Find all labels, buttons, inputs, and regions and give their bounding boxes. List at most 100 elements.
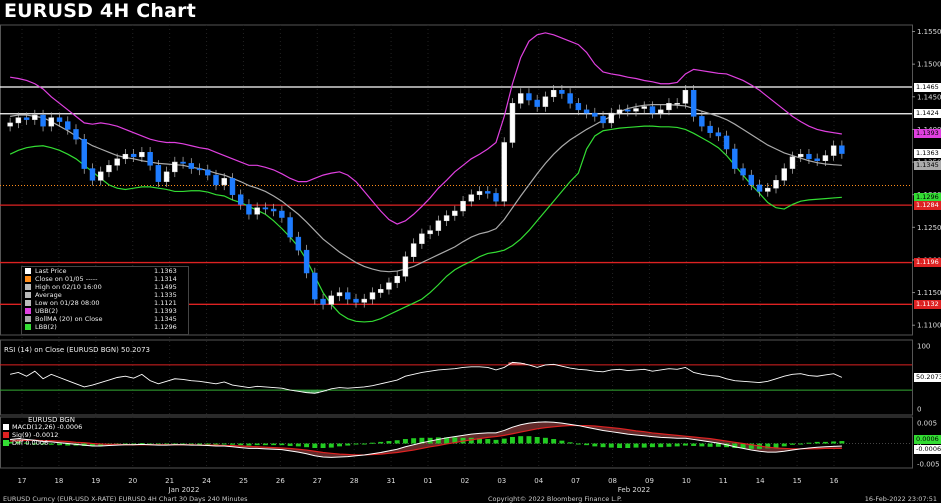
macd-histogram-bar — [790, 443, 795, 445]
x-tick-label: 28 — [350, 477, 359, 485]
macd-histogram-bar — [641, 443, 647, 448]
candle-up — [666, 103, 672, 111]
macd-histogram-bar — [15, 441, 21, 444]
candle-down — [295, 236, 302, 251]
price-tag: 1.1284 — [914, 200, 941, 210]
x-tick-label: 04 — [534, 477, 543, 485]
candle-up — [773, 180, 779, 189]
candle-up — [106, 165, 112, 173]
macd-histogram-bar — [542, 437, 548, 444]
y-tick-label: 1.1450 — [917, 93, 941, 101]
upper-band-line — [10, 32, 842, 225]
x-tick-label: 14 — [756, 477, 765, 485]
macd-histogram-bar — [806, 442, 812, 444]
candle-up — [369, 292, 376, 300]
x-tick-label: 19 — [91, 477, 100, 485]
candle-down — [592, 112, 598, 117]
candle-up — [7, 122, 13, 127]
macd-histogram-bar — [361, 443, 367, 445]
candle-down — [534, 99, 540, 107]
candle-up — [608, 112, 615, 124]
macd-histogram-bar — [617, 443, 622, 449]
macd-histogram-bar — [831, 441, 837, 444]
macd-histogram-bar — [230, 443, 235, 445]
candle-up — [674, 103, 680, 105]
price-tag: 1.1132 — [914, 299, 941, 309]
macd-histogram-bar — [435, 437, 441, 444]
macd-histogram-bar — [90, 443, 95, 446]
macd-histogram-bar — [592, 443, 598, 447]
legend-item: Close on 01/05 ----- 1.1314 — [22, 275, 188, 283]
candle-up — [509, 103, 516, 143]
macd-histogram-bar — [337, 443, 342, 447]
candle-down — [493, 193, 499, 202]
macd-histogram-bar — [814, 441, 820, 444]
candle-up — [15, 117, 22, 124]
rsi-label: RSI (14) on Close (EURUSD BGN) 50.2073 — [4, 346, 150, 354]
candle-down — [345, 292, 351, 300]
candle-up — [139, 152, 145, 158]
macd-histogram-bar — [419, 437, 425, 444]
macd-histogram-bar — [773, 443, 779, 448]
macd-histogram-bar — [328, 443, 334, 448]
macd-histogram-bar — [254, 443, 260, 446]
candle-down — [320, 298, 326, 305]
macd-histogram-bar — [370, 442, 375, 444]
x-tick-label: 25 — [239, 477, 248, 485]
candle-up — [468, 194, 475, 202]
legend-swatch — [25, 268, 31, 274]
macd-legend-swatch — [3, 424, 9, 430]
signal-line — [10, 424, 842, 456]
candle-up — [641, 106, 647, 109]
legend-item: BollMA (20) on Close 1.1345 — [22, 315, 188, 323]
candle-down — [485, 191, 491, 194]
x-tick-label: 09 — [645, 477, 654, 485]
legend-value: 1.1335 — [154, 291, 177, 299]
candle-up — [48, 117, 55, 127]
legend-item: LBB(2) 1.1296 — [22, 323, 188, 331]
y-tick-label: 1.1500 — [917, 61, 941, 69]
macd-histogram-bar — [682, 443, 688, 446]
candle-down — [649, 106, 656, 114]
price-tag: 1.1393 — [914, 129, 941, 139]
candle-down — [756, 184, 763, 192]
candle-down — [65, 121, 71, 130]
price-tag: 1.1345 — [914, 160, 941, 170]
x-group-label: Feb 2022 — [618, 486, 650, 494]
macd-histogram-bar — [48, 443, 54, 445]
legend-item: Last Price 1.1363 — [22, 267, 188, 275]
macd-histogram-bar — [386, 441, 392, 444]
legend-value: 1.1121 — [154, 299, 177, 307]
macd-histogram-bar — [164, 443, 170, 445]
x-tick-label: 24 — [202, 477, 211, 485]
legend-item: High on 02/10 16:00 1.1495 — [22, 283, 188, 291]
candle-down — [196, 168, 203, 171]
candle-down — [287, 217, 293, 238]
candle-down — [56, 117, 63, 122]
candle-down — [188, 163, 195, 169]
macd-histogram-bar — [732, 443, 738, 449]
macd-histogram-bar — [501, 438, 507, 444]
lower-band-line — [9, 125, 842, 323]
legend-label: High on 02/10 16:00 — [35, 283, 102, 291]
candle-down — [575, 103, 582, 111]
macd-tick-label: 0.005 — [917, 420, 937, 428]
candle-up — [427, 230, 433, 235]
candle-up — [122, 153, 129, 160]
x-tick-label: 08 — [608, 477, 617, 485]
candle-down — [130, 153, 137, 158]
macd-histogram-bar — [600, 443, 606, 448]
legend-label: BollMA (20) on Close — [35, 315, 103, 323]
candle-up — [419, 233, 425, 244]
x-tick-label: 15 — [793, 477, 802, 485]
footer-copyright: Copyright© 2022 Bloomberg Finance L.P. — [488, 495, 622, 503]
candle-up — [765, 187, 771, 192]
macd-histogram-bar — [674, 443, 680, 447]
candle-down — [23, 117, 30, 120]
candle-down — [40, 114, 46, 127]
candle-down — [81, 138, 87, 169]
rsi-value-tag: 50.2073 — [914, 372, 941, 382]
macd-histogram-bar — [468, 437, 474, 444]
legend-swatch — [25, 284, 31, 290]
x-tick-label: 07 — [571, 477, 580, 485]
